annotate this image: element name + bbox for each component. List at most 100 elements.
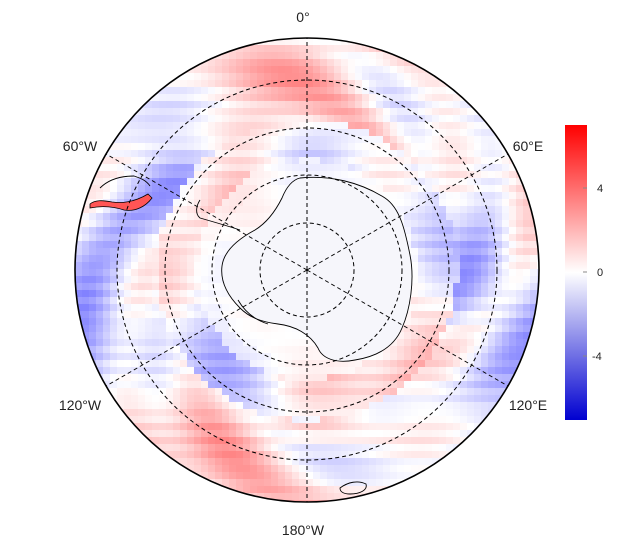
anomaly-cell [348, 437, 356, 445]
anomaly-cell [124, 276, 132, 284]
anomaly-cell [180, 381, 188, 389]
anomaly-cell [229, 451, 237, 459]
anomaly-cell [299, 472, 307, 480]
anomaly-cell [292, 409, 300, 417]
anomaly-cell [523, 304, 531, 312]
anomaly-cell [474, 297, 482, 305]
anomaly-cell [460, 185, 468, 193]
anomaly-cell [215, 423, 223, 431]
anomaly-cell [460, 339, 468, 347]
anomaly-cell [446, 269, 454, 277]
anomaly-cell [320, 486, 328, 494]
anomaly-cell [117, 290, 125, 298]
anomaly-cell [187, 346, 195, 354]
anomaly-cell [278, 451, 286, 459]
anomaly-cell [173, 171, 181, 179]
anomaly-cell [383, 402, 391, 410]
anomaly-cell [166, 374, 174, 382]
anomaly-cell [271, 444, 279, 452]
anomaly-cell [467, 171, 475, 179]
anomaly-cell [299, 451, 307, 459]
anomaly-cell [271, 38, 279, 46]
anomaly-cell [208, 297, 216, 305]
anomaly-cell [103, 192, 111, 200]
anomaly-cell [320, 402, 328, 410]
anomaly-cell [502, 367, 510, 375]
anomaly-cell [495, 318, 503, 326]
anomaly-cell [271, 458, 279, 466]
anomaly-cell [509, 388, 517, 396]
anomaly-cell [285, 374, 293, 382]
anomaly-cell [138, 122, 146, 130]
anomaly-cell [173, 325, 181, 333]
anomaly-cell [418, 416, 426, 424]
colorbar-gradient [565, 125, 587, 420]
anomaly-cell [320, 472, 328, 480]
anomaly-cell [271, 409, 279, 417]
anomaly-cell [446, 94, 454, 102]
anomaly-cell [411, 304, 419, 312]
anomaly-cell [383, 444, 391, 452]
anomaly-cell [243, 451, 251, 459]
anomaly-cell [313, 423, 321, 431]
anomaly-cell [418, 374, 426, 382]
anomaly-cell [341, 59, 349, 67]
anomaly-cell [495, 269, 503, 277]
anomaly-cell [180, 136, 188, 144]
anomaly-cell [173, 269, 181, 277]
anomaly-cell [292, 129, 300, 137]
anomaly-cell [369, 38, 377, 46]
anomaly-cell [530, 332, 538, 340]
anomaly-cell [152, 248, 160, 256]
anomaly-cell [453, 318, 461, 326]
anomaly-cell [152, 108, 160, 116]
anomaly-cell [208, 381, 216, 389]
anomaly-cell [194, 115, 202, 123]
anomaly-cell [502, 346, 510, 354]
anomaly-cell [341, 143, 349, 151]
anomaly-cell [495, 192, 503, 200]
anomaly-cell [411, 213, 419, 221]
anomaly-cell [446, 185, 454, 193]
anomaly-cell [131, 255, 139, 263]
anomaly-cell [292, 73, 300, 81]
anomaly-cell [124, 164, 132, 172]
anomaly-cell [138, 297, 146, 305]
anomaly-cell [418, 241, 426, 249]
anomaly-cell [117, 402, 125, 410]
anomaly-cell [467, 220, 475, 228]
anomaly-cell [523, 297, 531, 305]
anomaly-cell [250, 157, 258, 165]
anomaly-cell [418, 87, 426, 95]
anomaly-cell [243, 52, 251, 60]
anomaly-cell [411, 388, 419, 396]
anomaly-cell [138, 150, 146, 158]
anomaly-cell [397, 129, 405, 137]
anomaly-cell [243, 157, 251, 165]
anomaly-cell [348, 458, 356, 466]
anomaly-cell [229, 374, 237, 382]
anomaly-cell [180, 87, 188, 95]
anomaly-cell [194, 269, 202, 277]
anomaly-cell [299, 143, 307, 151]
anomaly-cell [229, 311, 237, 319]
anomaly-cell [257, 430, 265, 438]
anomaly-cell [201, 73, 209, 81]
anomaly-cell [488, 206, 496, 214]
anomaly-cell [236, 430, 244, 438]
anomaly-cell [208, 136, 216, 144]
anomaly-cell [257, 192, 265, 200]
anomaly-cell [432, 136, 440, 144]
anomaly-cell [404, 101, 412, 109]
anomaly-cell [187, 269, 195, 277]
anomaly-cell [264, 472, 272, 480]
anomaly-cell [509, 353, 517, 361]
anomaly-cell [152, 255, 160, 263]
anomaly-cell [397, 346, 405, 354]
anomaly-cell [348, 73, 356, 81]
anomaly-cell [271, 332, 279, 340]
anomaly-cell [173, 423, 181, 431]
anomaly-cell [383, 479, 391, 487]
anomaly-cell [467, 283, 475, 291]
anomaly-cell [313, 136, 321, 144]
